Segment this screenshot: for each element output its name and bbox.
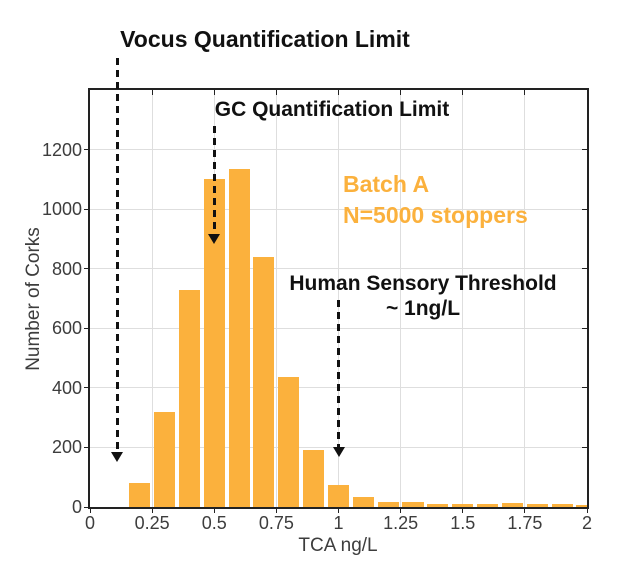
x-axis-label: TCA ng/L	[298, 535, 378, 556]
y-tick-mark-right	[582, 149, 587, 151]
annotation-arrow-head-human	[332, 447, 345, 457]
x-tick-label: 1.75	[507, 513, 543, 533]
x-tick-label: 0.5	[201, 513, 227, 533]
x-tick-label: 1.5	[450, 513, 476, 533]
histogram-bar	[278, 377, 300, 507]
histogram-bar	[327, 484, 350, 507]
x-tick-mark	[462, 509, 464, 513]
annotation-arrow-line-gc	[212, 126, 216, 234]
plot-area	[90, 90, 587, 507]
x-tick-mark	[89, 509, 91, 513]
histogram-bar	[228, 168, 250, 507]
histogram-bar	[153, 411, 176, 507]
histogram-bar	[477, 504, 499, 507]
y-tick-mark	[84, 268, 88, 270]
y-tick-label: 1200	[41, 139, 82, 160]
y-tick-mark	[84, 446, 88, 448]
x-tick-mark-top	[275, 90, 277, 95]
histogram-bar	[178, 289, 200, 507]
x-tick-label: 1	[333, 513, 344, 533]
x-tick-mark-top	[400, 90, 402, 95]
x-tick-mark	[524, 509, 526, 513]
y-tick-mark	[84, 506, 88, 508]
x-tick-mark-top	[524, 90, 526, 95]
annotation-batch-a: Batch A N=5000 stoppers	[343, 169, 528, 231]
histogram-bar	[501, 503, 523, 507]
histogram-bar	[576, 505, 587, 507]
x-tick-mark	[400, 509, 402, 513]
gridline-vertical	[151, 90, 153, 507]
histogram-bar	[551, 504, 573, 507]
annotation-batch-line2: N=5000 stoppers	[343, 202, 528, 228]
histogram-bar	[427, 504, 449, 507]
gridline-vertical	[275, 90, 277, 507]
x-tick-mark	[151, 509, 153, 513]
y-tick-mark	[84, 208, 88, 210]
x-tick-label: 0.75	[258, 513, 294, 533]
gridline-horizontal	[90, 149, 587, 151]
x-tick-label: 0.25	[134, 513, 170, 533]
annotation-human-line2: ~ 1ng/L	[385, 297, 461, 320]
y-tick-label: 0	[71, 497, 82, 517]
x-tick-mark-top	[338, 90, 339, 95]
histogram-bar	[352, 496, 374, 507]
y-tick-mark	[84, 149, 88, 151]
histogram-bar	[129, 483, 151, 507]
y-tick-mark	[84, 387, 88, 389]
y-tick-mark-right	[582, 208, 587, 210]
gridline-vertical	[338, 90, 339, 507]
annotation-vocus-quantification-limit: Vocus Quantification Limit	[120, 26, 410, 52]
x-tick-mark-top	[462, 90, 464, 95]
annotation-human-sensory-threshold: Human Sensory Threshold ~ 1ng/L	[289, 271, 556, 321]
y-tick-mark-right	[582, 327, 587, 329]
gridline-horizontal	[90, 268, 587, 270]
x-tick-mark-top	[151, 90, 153, 95]
x-tick-mark	[275, 509, 277, 513]
histogram-bar	[377, 502, 399, 507]
annotation-human-line1: Human Sensory Threshold	[289, 272, 557, 295]
annotation-arrow-line-vocus	[115, 58, 119, 452]
gridline-vertical	[524, 90, 526, 507]
y-tick-mark-right	[582, 446, 587, 448]
annotation-arrow-head-vocus	[111, 452, 124, 462]
y-axis-label: Number of Corks	[23, 227, 44, 371]
histogram-bar	[526, 504, 548, 507]
y-tick-mark-right	[582, 387, 587, 389]
x-tick-label: 2	[581, 513, 592, 533]
y-tick-label: 400	[51, 377, 82, 398]
histogram-bar	[253, 256, 275, 507]
annotation-gc-quantification-limit: GC Quantification Limit	[214, 98, 450, 121]
annotation-arrow-line-human	[337, 300, 340, 447]
y-tick-label: 200	[51, 437, 82, 458]
gridline-vertical	[400, 90, 402, 507]
annotation-arrow-head-gc	[208, 234, 221, 244]
y-tick-mark-right	[582, 268, 587, 270]
x-tick-label: 0	[84, 513, 95, 533]
x-tick-mark	[338, 509, 339, 513]
y-tick-mark	[84, 327, 88, 329]
histogram-bar	[452, 504, 474, 507]
annotation-batch-line1: Batch A	[343, 171, 430, 197]
x-tick-mark	[586, 509, 588, 513]
gridline-vertical	[462, 90, 464, 507]
gridline-horizontal	[90, 208, 587, 210]
y-tick-label: 1000	[41, 199, 82, 220]
y-tick-label: 800	[51, 258, 82, 279]
x-tick-mark	[213, 509, 215, 513]
histogram-bar	[402, 502, 424, 507]
x-tick-label: 1.25	[383, 513, 419, 533]
histogram-bar	[203, 179, 225, 507]
x-tick-mark-top	[213, 90, 215, 95]
y-tick-label: 600	[51, 318, 82, 339]
histogram-bar	[303, 450, 325, 507]
